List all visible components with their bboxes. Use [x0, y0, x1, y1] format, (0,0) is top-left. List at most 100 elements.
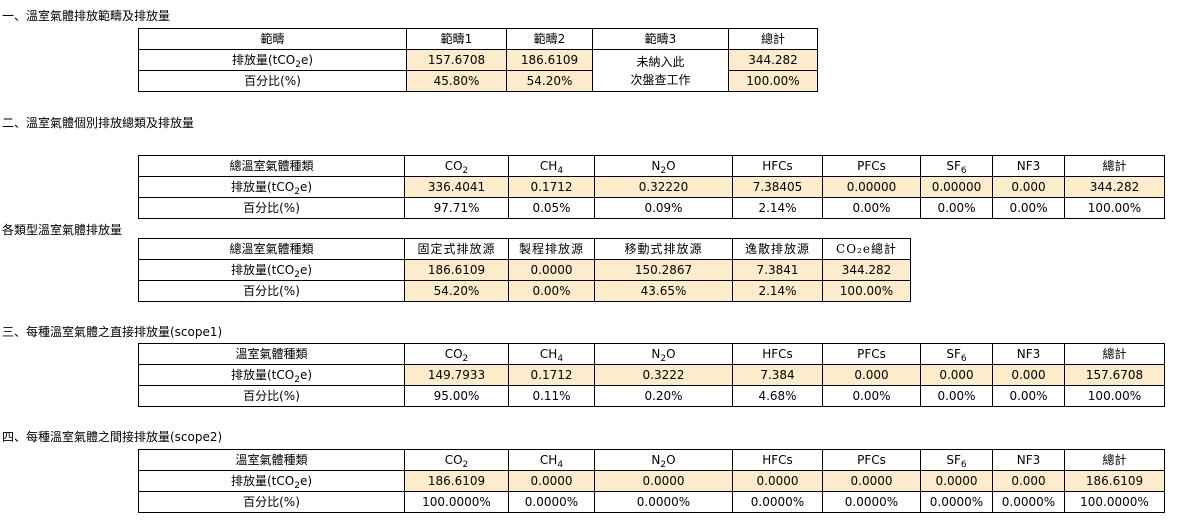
table-header-row: 範疇 範疇1 範疇2 範疇3 總計 — [138, 28, 818, 50]
emission-cell: 0.0000 — [508, 259, 595, 281]
emission-cell: 0.32220 — [594, 176, 733, 198]
header-cell: 範疇 — [138, 28, 407, 50]
percent-cell: 54.20% — [404, 280, 509, 302]
gas-header-cell: PFCs — [822, 343, 921, 365]
table-row: 排放量(tCO2e) 157.6708 186.6109 未納入此 次盤查工作 3… — [138, 49, 818, 92]
header-cell: 範疇3 — [592, 28, 729, 50]
header-cell: 範疇1 — [406, 28, 507, 50]
gas-header-cell: N2O — [594, 449, 733, 471]
percent-cell: 0.0000% — [594, 491, 733, 513]
row-label-emission: 排放量(tCO2e) — [138, 259, 405, 281]
scope1-percent: 45.80% — [406, 70, 507, 92]
scope2-emission: 186.6109 — [506, 49, 593, 71]
emission-cell: 0.0000 — [508, 470, 595, 492]
table-row: 百分比(%) 54.20% 0.00% 43.65% 2.14% 100.00% — [138, 280, 911, 302]
gas-header-cell: SF6 — [920, 449, 993, 471]
emission-cell: 0.1712 — [508, 364, 595, 386]
percent-cell: 2.14% — [732, 197, 823, 219]
section-2b-title: 各類型溫室氣體排放量 — [2, 223, 123, 237]
header-label: 溫室氣體種類 — [138, 343, 405, 365]
percent-cell: 0.0000% — [508, 491, 595, 513]
gas-header-cell: 總計 — [1064, 343, 1165, 365]
emission-cell: 186.6109 — [1064, 470, 1165, 492]
gas-header-cell: PFCs — [822, 449, 921, 471]
gas-header-cell: CH4 — [508, 449, 595, 471]
gas-header-cell: SF6 — [920, 343, 993, 365]
percent-cell: 97.71% — [404, 197, 509, 219]
emission-cell: 150.2867 — [594, 259, 733, 281]
table-row: 排放量(tCO2e) 186.6109 0.0000 150.2867 7.3841 34… — [138, 259, 911, 281]
gas-header-cell: N2O — [594, 343, 733, 365]
section-1-title: 一、溫室氣體排放範疇及排放量 — [2, 9, 171, 23]
gas-header-cell: CH4 — [508, 343, 595, 365]
gas-header-cell: SF6 — [920, 155, 993, 177]
table-header-row: 溫室氣體種類 CO2 CH4 N2O HFCs PFCs SF6 NF3 總計 — [138, 449, 1165, 471]
emission-cell: 186.6109 — [404, 470, 509, 492]
percent-cell: 43.65% — [594, 280, 733, 302]
table-header-row: 總溫室氣體種類 CO2 CH4 N2O HFCs PFCs SF6 NF3 總計 — [138, 155, 1165, 177]
gas-header-cell: NF3 — [992, 343, 1065, 365]
percent-cell: 0.00% — [920, 197, 993, 219]
emission-cell: 344.282 — [1064, 176, 1165, 198]
table-header-row: 溫室氣體種類 CO2 CH4 N2O HFCs PFCs SF6 NF3 總計 — [138, 343, 1165, 365]
emission-cell: 0.0000 — [920, 470, 993, 492]
emission-cell: 0.1712 — [508, 176, 595, 198]
total-emission: 344.282 — [728, 49, 818, 71]
percent-cell: 0.0000% — [732, 491, 823, 513]
header-label: 總溫室氣體種類 — [138, 238, 405, 260]
row-label-percent: 百分比(%) — [138, 70, 407, 92]
gas-emission-table: 總溫室氣體種類 CO2 CH4 N2O HFCs PFCs SF6 NF3 總計 排放量(tCO2… — [138, 155, 1165, 219]
header-cell: 範疇2 — [506, 28, 593, 50]
table-header-row: 總溫室氣體種類 固定式排放源 製程排放源 移動式排放源 逸散排放源 CO₂e總計 — [138, 238, 911, 260]
section-3-title: 三、每種溫室氣體之直接排放量(scope1) — [2, 325, 223, 339]
source-type-header: 移動式排放源 — [594, 238, 733, 260]
source-type-header: CO₂e總計 — [822, 238, 911, 260]
row-label-percent: 百分比(%) — [138, 197, 405, 219]
percent-cell: 0.0000% — [920, 491, 993, 513]
emission-cell: 149.7933 — [404, 364, 509, 386]
section-2-title: 二、溫室氣體個別排放總類及排放量 — [2, 116, 195, 130]
table-row: 百分比(%) 45.80% 54.20% 100.00% — [138, 70, 818, 92]
gas-header-cell: CO2 — [404, 449, 509, 471]
emission-cell: 0.00000 — [920, 176, 993, 198]
emission-cell: 0.000 — [992, 176, 1065, 198]
table-row: 排放量(tCO2e) 186.6109 0.0000 0.0000 0.0000 0.00… — [138, 470, 1165, 492]
percent-cell: 0.00% — [508, 280, 595, 302]
table-row: 排放量(tCO2e) 336.4041 0.1712 0.32220 7.38405 0.… — [138, 176, 1165, 198]
percent-cell: 0.00% — [822, 197, 921, 219]
percent-cell: 0.00% — [992, 197, 1065, 219]
row-label-emission: 排放量(tCO2e) — [138, 364, 405, 386]
gas-header-cell: CH4 — [508, 155, 595, 177]
percent-cell: 100.0000% — [404, 491, 509, 513]
emission-cell: 157.6708 — [1064, 364, 1165, 386]
emission-cell: 336.4041 — [404, 176, 509, 198]
gas-header-cell: CO2 — [404, 155, 509, 177]
scope2-gas-table: 溫室氣體種類 CO2 CH4 N2O HFCs PFCs SF6 NF3 總計 排放量(tCO2e… — [138, 449, 1165, 513]
emission-cell: 0.000 — [992, 364, 1065, 386]
emission-cell: 0.0000 — [822, 470, 921, 492]
emission-cell: 0.0000 — [594, 470, 733, 492]
scope3-note: 未納入此 次盤查工作 — [592, 49, 729, 92]
percent-cell: 0.11% — [508, 385, 595, 407]
table-row: 百分比(%) 95.00% 0.11% 0.20% 4.68% 0.00% 0.00% 0.0… — [138, 385, 1165, 407]
gas-header-cell: HFCs — [732, 155, 823, 177]
emission-cell: 0.000 — [822, 364, 921, 386]
gas-header-cell: HFCs — [732, 343, 823, 365]
emission-cell: 0.0000 — [732, 470, 823, 492]
row-label-percent: 百分比(%) — [138, 385, 405, 407]
percent-cell: 0.0000% — [992, 491, 1065, 513]
source-type-header: 製程排放源 — [508, 238, 595, 260]
source-type-table: 總溫室氣體種類 固定式排放源 製程排放源 移動式排放源 逸散排放源 CO₂e總計 排放量(t… — [138, 238, 911, 302]
emission-cell: 7.38405 — [732, 176, 823, 198]
gas-header-cell: 總計 — [1064, 155, 1165, 177]
header-label: 溫室氣體種類 — [138, 449, 405, 471]
emission-cell: 0.000 — [920, 364, 993, 386]
row-label-percent: 百分比(%) — [138, 280, 405, 302]
scope2-percent: 54.20% — [506, 70, 593, 92]
gas-header-cell: NF3 — [992, 449, 1065, 471]
emission-cell: 344.282 — [822, 259, 911, 281]
gas-header-cell: NF3 — [992, 155, 1065, 177]
gas-header-cell: N2O — [594, 155, 733, 177]
percent-cell: 0.05% — [508, 197, 595, 219]
emission-cell: 0.3222 — [594, 364, 733, 386]
